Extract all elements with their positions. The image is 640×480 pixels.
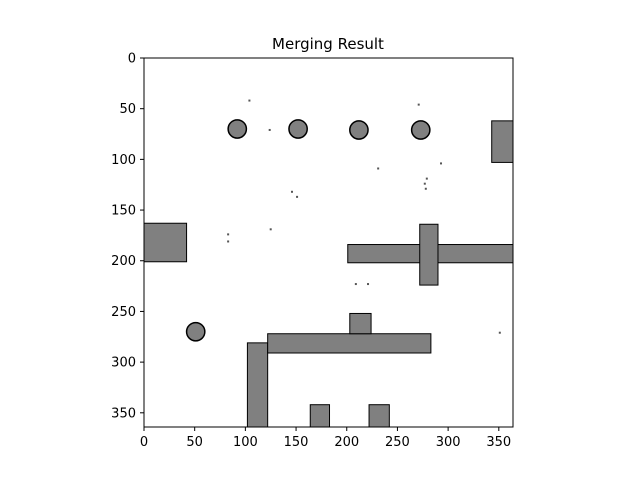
x-tick-label: 350 xyxy=(486,435,511,450)
x-tick-label: 300 xyxy=(436,435,461,450)
chart-title: Merging Result xyxy=(272,35,384,53)
occupancy-map xyxy=(143,119,514,428)
noise-speck xyxy=(269,228,272,231)
x-tick-label: 150 xyxy=(284,435,309,450)
noise-speck xyxy=(227,240,230,243)
obstacle-rect xyxy=(419,223,439,286)
obstacle-circle xyxy=(410,120,431,140)
plot-area xyxy=(143,57,514,428)
obstacle-circle xyxy=(185,321,206,342)
obstacle-rect xyxy=(143,222,188,263)
noise-specks xyxy=(227,99,501,334)
y-tick-label: 200 xyxy=(111,254,136,269)
x-tick-label: 100 xyxy=(233,435,258,450)
y-tick-label: 300 xyxy=(111,356,136,371)
obstacle-rect xyxy=(491,120,514,163)
obstacle-circle xyxy=(349,120,369,140)
noise-speck xyxy=(417,103,420,106)
plot-frame xyxy=(143,57,514,428)
y-axis: 0 50 100 150 200 250 300 350 xyxy=(111,52,144,421)
noise-speck xyxy=(268,128,271,131)
noise-speck xyxy=(425,177,428,180)
y-tick-label: 250 xyxy=(111,305,136,320)
noise-speck xyxy=(424,187,427,190)
y-tick-label: 0 xyxy=(128,52,136,67)
noise-speck xyxy=(498,331,501,334)
obstacle-circle xyxy=(288,119,308,139)
y-tick-label: 350 xyxy=(111,406,136,421)
noise-speck xyxy=(354,283,357,286)
obstacle-rect xyxy=(246,342,269,428)
obstacle-rect xyxy=(267,333,432,354)
noise-speck xyxy=(290,190,293,193)
x-tick-label: 250 xyxy=(385,435,410,450)
x-tick-label: 0 xyxy=(140,435,148,450)
y-tick-label: 100 xyxy=(111,153,136,168)
noise-speck xyxy=(296,195,299,198)
y-tick-label: 150 xyxy=(111,204,136,219)
plot-background xyxy=(144,58,513,427)
obstacle-rect xyxy=(309,404,331,428)
noise-speck xyxy=(248,99,251,102)
y-tick-label: 50 xyxy=(119,102,136,117)
obstacle-circle xyxy=(227,119,248,139)
noise-speck xyxy=(440,162,443,165)
noise-speck xyxy=(367,283,370,286)
noise-speck xyxy=(423,182,426,185)
x-tick-label: 50 xyxy=(186,435,203,450)
x-tick-label: 200 xyxy=(334,435,359,450)
obstacle-rect xyxy=(349,312,372,335)
x-axis: 0 50 100 150 200 250 300 350 xyxy=(140,427,511,450)
noise-speck xyxy=(377,167,380,170)
obstacle-rect xyxy=(368,404,390,428)
noise-speck xyxy=(227,233,230,236)
